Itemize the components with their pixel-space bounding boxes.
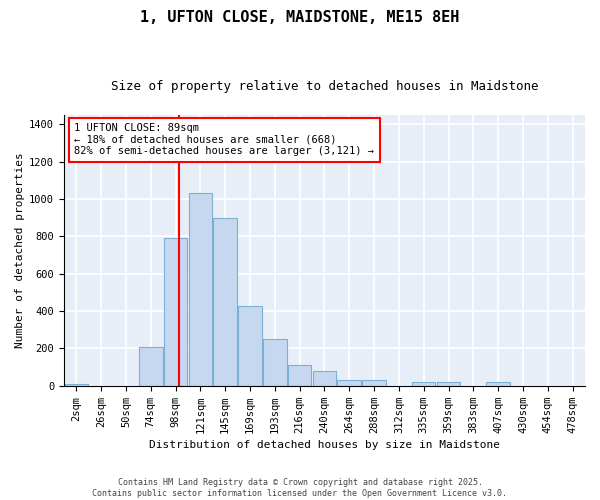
Bar — [164, 238, 187, 386]
Bar — [65, 384, 88, 386]
Bar — [313, 371, 336, 386]
Bar — [487, 382, 510, 386]
Bar — [139, 346, 163, 386]
Y-axis label: Number of detached properties: Number of detached properties — [15, 152, 25, 348]
Bar — [337, 380, 361, 386]
Bar — [238, 306, 262, 386]
Text: 1 UFTON CLOSE: 89sqm
← 18% of detached houses are smaller (668)
82% of semi-deta: 1 UFTON CLOSE: 89sqm ← 18% of detached h… — [74, 123, 374, 156]
Bar — [362, 380, 386, 386]
Title: Size of property relative to detached houses in Maidstone: Size of property relative to detached ho… — [110, 80, 538, 93]
Bar — [188, 194, 212, 386]
Bar — [288, 366, 311, 386]
Text: Contains HM Land Registry data © Crown copyright and database right 2025.
Contai: Contains HM Land Registry data © Crown c… — [92, 478, 508, 498]
X-axis label: Distribution of detached houses by size in Maidstone: Distribution of detached houses by size … — [149, 440, 500, 450]
Text: 1, UFTON CLOSE, MAIDSTONE, ME15 8EH: 1, UFTON CLOSE, MAIDSTONE, ME15 8EH — [140, 10, 460, 25]
Bar — [263, 339, 287, 386]
Bar — [214, 218, 237, 386]
Bar — [412, 382, 436, 386]
Bar — [437, 382, 460, 386]
